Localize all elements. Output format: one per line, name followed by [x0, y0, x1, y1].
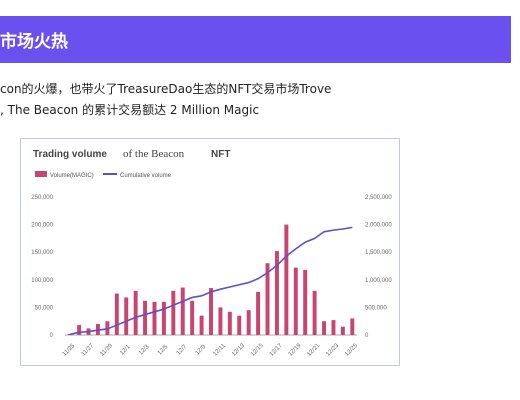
body-text-line-1: con的火爆，也带火了TreasureDao生态的NFT交易市场Trove — [0, 82, 332, 96]
x-tick-label: 12/1 — [119, 344, 132, 357]
volume-bar — [256, 291, 261, 335]
volume-bar — [340, 326, 345, 335]
volume-bar — [161, 301, 166, 335]
volume-bar — [143, 300, 148, 335]
right-tick-label: 1,500,000 — [365, 250, 392, 256]
left-axis-ticks: 0 50,000 100,000 150,000 200,000 250,000 — [31, 195, 53, 339]
volume-bar — [265, 263, 270, 335]
volume-bar — [180, 287, 185, 335]
volume-bar — [199, 315, 204, 335]
left-tick-label: 50,000 — [35, 305, 54, 311]
volume-bar — [77, 325, 82, 335]
legend-bar-label: Volume(MAGIC) — [50, 173, 94, 179]
volume-bar — [350, 318, 355, 335]
right-axis-ticks: 0 500,000 1,000,000 1,500,000 2,000,000 2,500… — [365, 195, 392, 339]
volume-bar — [274, 251, 279, 335]
left-tick-label: 200,000 — [31, 223, 53, 229]
x-tick-label: 12/21 — [306, 342, 321, 357]
left-tick-label: 150,000 — [31, 250, 53, 256]
volume-bar — [67, 333, 72, 335]
x-tick-label: 11/25 — [62, 343, 77, 358]
right-tick-label: 0 — [365, 333, 369, 339]
right-tick-label: 2,000,000 — [365, 223, 392, 229]
volume-bar — [312, 290, 317, 335]
x-tick-label: 11/29 — [99, 343, 114, 358]
chart-title-part-2: of the Beacon — [123, 148, 185, 160]
body-text-line-2: , The Beacon 的累计交易额达 2 Million Magic — [0, 103, 260, 117]
volume-bar — [133, 290, 138, 335]
volume-bars — [67, 224, 355, 335]
x-tick-label: 12/11 — [212, 343, 227, 358]
volume-bar — [237, 315, 242, 335]
volume-bar — [209, 288, 213, 335]
volume-bar — [190, 300, 195, 335]
volume-bar — [246, 310, 251, 335]
chart-container: Trading volume of the Beacon NFT Volume(… — [20, 138, 400, 366]
left-tick-label: 0 — [50, 333, 54, 339]
x-tick-label: 12/3 — [138, 344, 151, 357]
volume-bar — [227, 311, 232, 335]
header-banner: 市场火热 — [0, 16, 511, 63]
volume-bar — [322, 321, 327, 335]
volume-bar — [152, 301, 157, 335]
page-title: 市场火热 — [0, 32, 68, 52]
volume-bar — [124, 297, 129, 335]
x-tick-label: 12/17 — [269, 342, 284, 357]
chart-title-part-1: Trading volume — [33, 149, 107, 160]
x-tick-label: 12/7 — [176, 344, 189, 357]
x-tick-label: 12/15 — [250, 342, 265, 357]
trading-volume-chart: Trading volume of the Beacon NFT Volume(… — [31, 148, 392, 358]
right-tick-label: 2,500,000 — [365, 195, 392, 201]
volume-bar — [218, 307, 223, 335]
volume-bar — [293, 267, 298, 335]
volume-bar — [303, 269, 308, 335]
x-tick-label: 12/5 — [157, 344, 170, 357]
right-tick-label: 1,000,000 — [365, 278, 392, 284]
x-tick-label: 12/9 — [195, 344, 208, 357]
x-tick-label: 12/13 — [231, 342, 246, 357]
volume-bar — [114, 293, 119, 335]
x-tick-label: 12/25 — [344, 342, 359, 357]
volume-bar — [171, 290, 176, 335]
left-tick-label: 250,000 — [31, 195, 53, 201]
legend-bar-swatch — [35, 171, 47, 177]
volume-bar — [331, 320, 336, 335]
legend-line-label: Cumulative volume — [120, 173, 172, 179]
x-axis-ticks: 11/25 11/27 11/29 12/1 12/3 12/5 12/7 12/9 12/11… — [62, 342, 360, 357]
right-tick-label: 500,000 — [365, 305, 387, 311]
cumulative-volume-line — [69, 226, 353, 336]
chart-title-part-3: NFT — [211, 149, 230, 160]
x-tick-label: 12/19 — [288, 342, 303, 357]
volume-bar — [284, 224, 289, 335]
left-tick-label: 100,000 — [31, 278, 53, 284]
x-tick-label: 12/23 — [325, 342, 340, 357]
x-tick-label: 11/27 — [81, 343, 96, 358]
